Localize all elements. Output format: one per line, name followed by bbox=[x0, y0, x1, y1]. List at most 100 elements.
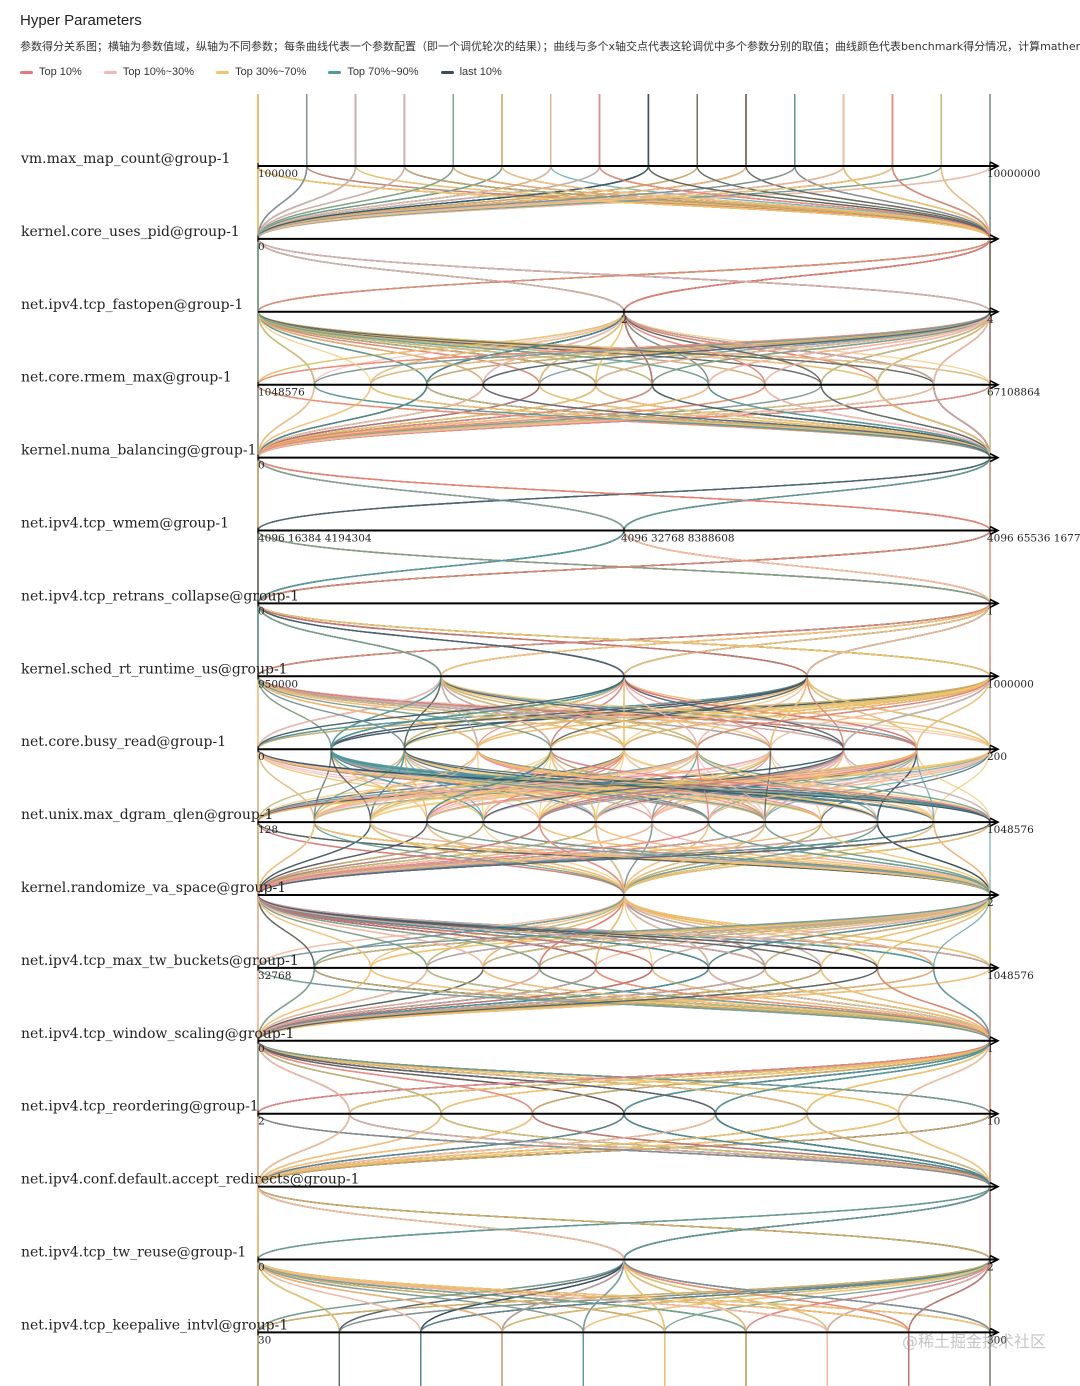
axis-name: net.ipv4.tcp_window_scaling@group-1 bbox=[21, 1026, 294, 1042]
config-line bbox=[257, 94, 991, 1386]
tick-label: 30 bbox=[258, 1334, 271, 1346]
axis-arrow bbox=[989, 1254, 1000, 1265]
axis-name: kernel.numa_balancing@group-1 bbox=[21, 443, 257, 459]
config-line bbox=[257, 94, 991, 1386]
parameter-axis: net.ipv4.tcp_tw_reuse@group-1 0 2 bbox=[21, 1245, 1000, 1274]
legend-swatch bbox=[440, 70, 454, 74]
legend-label: Top 10% bbox=[39, 66, 82, 78]
legend-item-last10[interactable]: last 10% bbox=[440, 66, 502, 78]
config-line bbox=[257, 94, 991, 1386]
legend-label: last 10% bbox=[459, 66, 502, 78]
axis-name: net.ipv4.tcp_retrans_collapse@group-1 bbox=[21, 588, 299, 604]
axis-arrow bbox=[989, 817, 1000, 827]
parameter-axis: net.ipv4.tcp_keepalive_intvl@group-130 30… bbox=[21, 1317, 1007, 1346]
config-line bbox=[257, 94, 991, 1386]
tick-label: 4096 65536 16777216 bbox=[987, 533, 1080, 545]
parameter-axis: kernel.core_uses_pid@group-1 0 bbox=[21, 224, 1000, 253]
tick-label: 0 bbox=[258, 1262, 265, 1274]
axis-arrow bbox=[989, 452, 1000, 463]
tick-label: 950000 bbox=[258, 678, 298, 690]
legend-item-top10[interactable]: Top 10% bbox=[20, 66, 82, 78]
parameter-axis: net.core.rmem_max@group-1 1048576 67108864 bbox=[21, 370, 1041, 399]
legend-label: Top 10%~30% bbox=[122, 66, 195, 78]
axis-name: kernel.core_uses_pid@group-1 bbox=[21, 224, 240, 240]
axis-arrow bbox=[989, 1327, 1000, 1338]
legend-swatch bbox=[216, 70, 230, 74]
legend-label: Top 70%~90% bbox=[347, 66, 419, 78]
axis-name: net.core.busy_read@group-1 bbox=[21, 734, 226, 750]
tick-label: 200 bbox=[987, 751, 1007, 763]
tick-label: 2 bbox=[987, 897, 994, 909]
tick-label: 1000000 bbox=[987, 678, 1034, 690]
legend-item-top30-70[interactable]: Top 30%~70% bbox=[216, 66, 306, 78]
axis-arrow bbox=[989, 1036, 1000, 1046]
tick-label: 1 bbox=[987, 1043, 994, 1055]
axis-name: net.ipv4.tcp_max_tw_buckets@group-1 bbox=[21, 953, 299, 969]
parameter-axis: net.ipv4.conf.default.accept_redirects@g… bbox=[21, 1172, 1000, 1192]
axis-arrow bbox=[989, 598, 1000, 609]
legend-swatch bbox=[328, 70, 342, 74]
axis-name: net.core.rmem_max@group-1 bbox=[21, 370, 232, 386]
tick-label: 4096 16384 4194304 bbox=[258, 533, 372, 545]
axis-name: net.unix.max_dgram_qlen@group-1 bbox=[21, 807, 273, 823]
axis-arrow bbox=[989, 1181, 1000, 1192]
config-line bbox=[257, 94, 991, 1386]
axis-name: kernel.randomize_va_space@group-1 bbox=[21, 880, 286, 896]
axis-arrow bbox=[989, 744, 1000, 754]
tick-label: 1048576 bbox=[258, 387, 305, 399]
axis-arrow bbox=[989, 379, 1000, 390]
legend-swatch bbox=[20, 70, 33, 74]
axis-arrow bbox=[989, 671, 1000, 682]
tick-label: 1 bbox=[987, 605, 994, 617]
tick-label: 4 bbox=[987, 314, 994, 326]
tick-label: 4096 32768 8388608 bbox=[621, 533, 735, 545]
parameter-axis: net.ipv4.tcp_window_scaling@group-10 1 bbox=[21, 1026, 1000, 1055]
parameter-axis: kernel.numa_balancing@group-10 bbox=[21, 443, 1000, 472]
parameter-axis: net.ipv4.tcp_reordering@group-12 10 bbox=[21, 1099, 1000, 1128]
config-line bbox=[257, 94, 991, 1386]
config-lines bbox=[257, 94, 991, 1386]
legend-item-top10-30[interactable]: Top 10%~30% bbox=[103, 66, 195, 78]
tick-label: 2 bbox=[258, 1116, 265, 1128]
tick-label: 10 bbox=[987, 1116, 1000, 1128]
config-line bbox=[257, 94, 991, 1386]
axis-name: net.ipv4.tcp_fastopen@group-1 bbox=[21, 297, 243, 313]
axis-name: net.ipv4.conf.default.accept_redirects@g… bbox=[21, 1172, 360, 1188]
chart-subtitle: 参数得分关系图；横轴为参数值域，纵轴为不同参数；每条曲线代表一个参数配置（即一个… bbox=[20, 40, 1080, 53]
tick-label: 0 bbox=[258, 1043, 265, 1055]
axis-name: net.ipv4.tcp_reordering@group-1 bbox=[21, 1099, 259, 1115]
tick-label: 0 bbox=[258, 751, 265, 763]
parameter-axis: net.ipv4.tcp_max_tw_buckets@group-132768… bbox=[21, 953, 1034, 982]
legend-swatch bbox=[103, 70, 117, 74]
tick-label: 2 bbox=[621, 314, 628, 326]
axis-name: net.ipv4.tcp_keepalive_intvl@group-1 bbox=[21, 1317, 288, 1333]
axis-name: net.ipv4.tcp_wmem@group-1 bbox=[21, 516, 229, 532]
tick-label: 1048576 bbox=[987, 970, 1034, 982]
tick-label: 67108864 bbox=[987, 387, 1041, 399]
axis-arrow bbox=[989, 890, 1000, 900]
config-line bbox=[257, 94, 879, 1386]
tick-label: 0 bbox=[258, 605, 265, 617]
axis-arrow bbox=[989, 234, 1000, 244]
parameter-axis: vm.max_map_count@group-1 100000 10000000 bbox=[20, 151, 1040, 180]
tick-label: 2 bbox=[987, 1262, 994, 1274]
tick-label: 300 bbox=[987, 1334, 1007, 1346]
tick-label: 10000000 bbox=[987, 168, 1040, 180]
parameter-axis: net.ipv4.tcp_wmem@group-1 4096 16384 4194… bbox=[21, 516, 1080, 545]
parameter-axis: kernel.randomize_va_space@group-1 2 bbox=[21, 880, 1000, 909]
watermark: @稀土掘金技术社区 bbox=[901, 1332, 1046, 1351]
tick-label: 0 bbox=[258, 241, 265, 253]
axis-arrow bbox=[989, 1108, 1000, 1119]
axis-name: net.ipv4.tcp_tw_reuse@group-1 bbox=[21, 1245, 246, 1261]
axis-arrow bbox=[989, 963, 1000, 973]
parameter-axis: net.core.busy_read@group-1 0 200 bbox=[21, 734, 1007, 763]
axis-arrow bbox=[989, 525, 1000, 536]
legend-item-top70-90[interactable]: Top 70%~90% bbox=[328, 66, 419, 78]
tick-label: 32768 bbox=[258, 970, 291, 982]
parameter-axis: net.ipv4.tcp_fastopen@group-1 2 4 bbox=[21, 297, 1000, 326]
legend: Top 10% Top 10%~30% Top 30%~70% Top 70%~… bbox=[20, 66, 1080, 78]
legend-label: Top 30%~70% bbox=[235, 66, 307, 78]
